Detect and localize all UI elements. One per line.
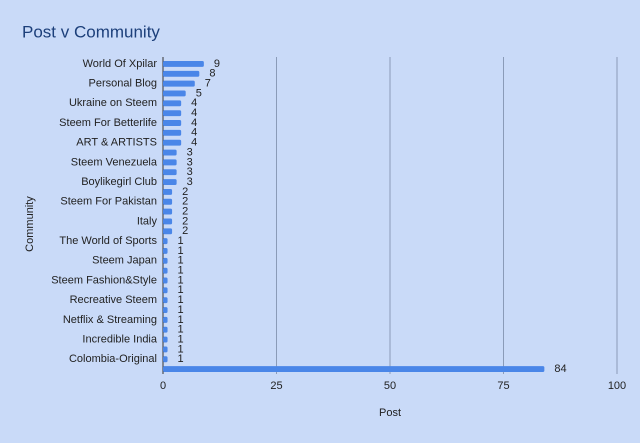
x-tick-label: 100 <box>608 380 626 392</box>
bar <box>163 149 177 156</box>
bar <box>163 366 545 373</box>
bar <box>163 356 168 363</box>
y-tick-label: Steem Venezuela <box>71 156 158 168</box>
data-label: 3 <box>187 146 193 158</box>
data-label: 1 <box>178 333 184 345</box>
x-tick-label: 50 <box>384 380 396 392</box>
bar <box>163 228 173 235</box>
x-tick-label: 25 <box>270 380 282 392</box>
y-tick-label: Steem Japan <box>92 255 157 267</box>
bar <box>163 139 182 146</box>
data-label: 1 <box>178 343 184 355</box>
data-label: 2 <box>182 225 188 237</box>
data-label: 4 <box>191 127 197 139</box>
y-tick-label: The World of Sports <box>59 235 157 247</box>
x-axis-label: Post <box>379 407 401 419</box>
data-label: 2 <box>182 196 188 208</box>
data-label: 1 <box>178 304 184 316</box>
data-label: 2 <box>182 186 188 198</box>
bar <box>163 316 168 323</box>
data-label: 1 <box>178 294 184 306</box>
bar <box>163 297 168 304</box>
bar <box>163 80 195 87</box>
data-label: 7 <box>205 78 211 90</box>
y-tick-label: World Of Xpilar <box>83 58 158 70</box>
data-label: 1 <box>178 245 184 257</box>
bar <box>163 188 173 195</box>
bar <box>163 248 168 254</box>
bar <box>163 336 168 343</box>
data-label: 4 <box>191 137 197 149</box>
y-tick-label: Steem Fashion&Style <box>51 274 157 286</box>
bar <box>163 287 168 294</box>
data-label: 8 <box>209 68 215 80</box>
data-label: 1 <box>178 324 184 336</box>
data-label: 1 <box>178 274 184 286</box>
y-tick-label: Personal Blog <box>89 78 158 90</box>
data-label: 1 <box>178 284 184 296</box>
chart-title: Post v Community <box>22 22 160 41</box>
bar <box>163 326 168 333</box>
bar <box>163 346 168 353</box>
data-label: 2 <box>182 215 188 227</box>
bar <box>163 267 168 274</box>
bar <box>163 169 177 176</box>
bar <box>163 238 168 245</box>
data-label: 2 <box>182 205 188 217</box>
data-label: 1 <box>178 353 184 365</box>
data-label: 3 <box>187 156 193 168</box>
y-tick-label: Colombia-Original <box>69 353 157 365</box>
data-label: 4 <box>191 117 197 129</box>
y-tick-label: Steem For Betterlife <box>59 117 157 129</box>
y-tick-label: Netflix & Streaming <box>63 314 157 326</box>
data-label: 3 <box>187 176 193 188</box>
y-tick-label: Ukraine on Steem <box>69 97 157 109</box>
bar <box>163 208 173 215</box>
bar <box>163 129 182 136</box>
y-tick-label: ART & ARTISTS <box>76 137 157 149</box>
bar <box>163 307 168 313</box>
bar <box>163 159 177 166</box>
bar <box>163 100 182 107</box>
data-label: 5 <box>196 87 202 99</box>
bar <box>163 60 204 67</box>
data-label: 1 <box>178 255 184 267</box>
bar <box>163 277 168 284</box>
bar <box>163 257 168 264</box>
bar <box>163 110 182 117</box>
y-tick-label: Italy <box>137 215 158 227</box>
y-axis-label: Community <box>24 196 36 252</box>
y-tick-label: Steem For Pakistan <box>60 196 157 208</box>
data-label: 1 <box>178 235 184 247</box>
bar <box>163 179 177 185</box>
x-tick-label: 0 <box>160 380 166 392</box>
bar <box>163 90 186 97</box>
bar <box>163 120 182 126</box>
y-tick-label: Incredible India <box>82 333 157 345</box>
data-label: 84 <box>554 363 566 375</box>
data-label: 9 <box>214 58 220 70</box>
data-label: 1 <box>178 265 184 277</box>
x-tick-label: 75 <box>497 380 509 392</box>
data-label: 4 <box>191 97 197 109</box>
bar <box>163 218 173 225</box>
y-tick-label: Boylikegirl Club <box>81 176 157 188</box>
bar <box>163 70 200 77</box>
data-label: 4 <box>191 107 197 119</box>
y-tick-label: Recreative Steem <box>70 294 157 306</box>
data-label: 1 <box>178 314 184 326</box>
data-label: 3 <box>187 166 193 178</box>
bar <box>163 198 173 205</box>
